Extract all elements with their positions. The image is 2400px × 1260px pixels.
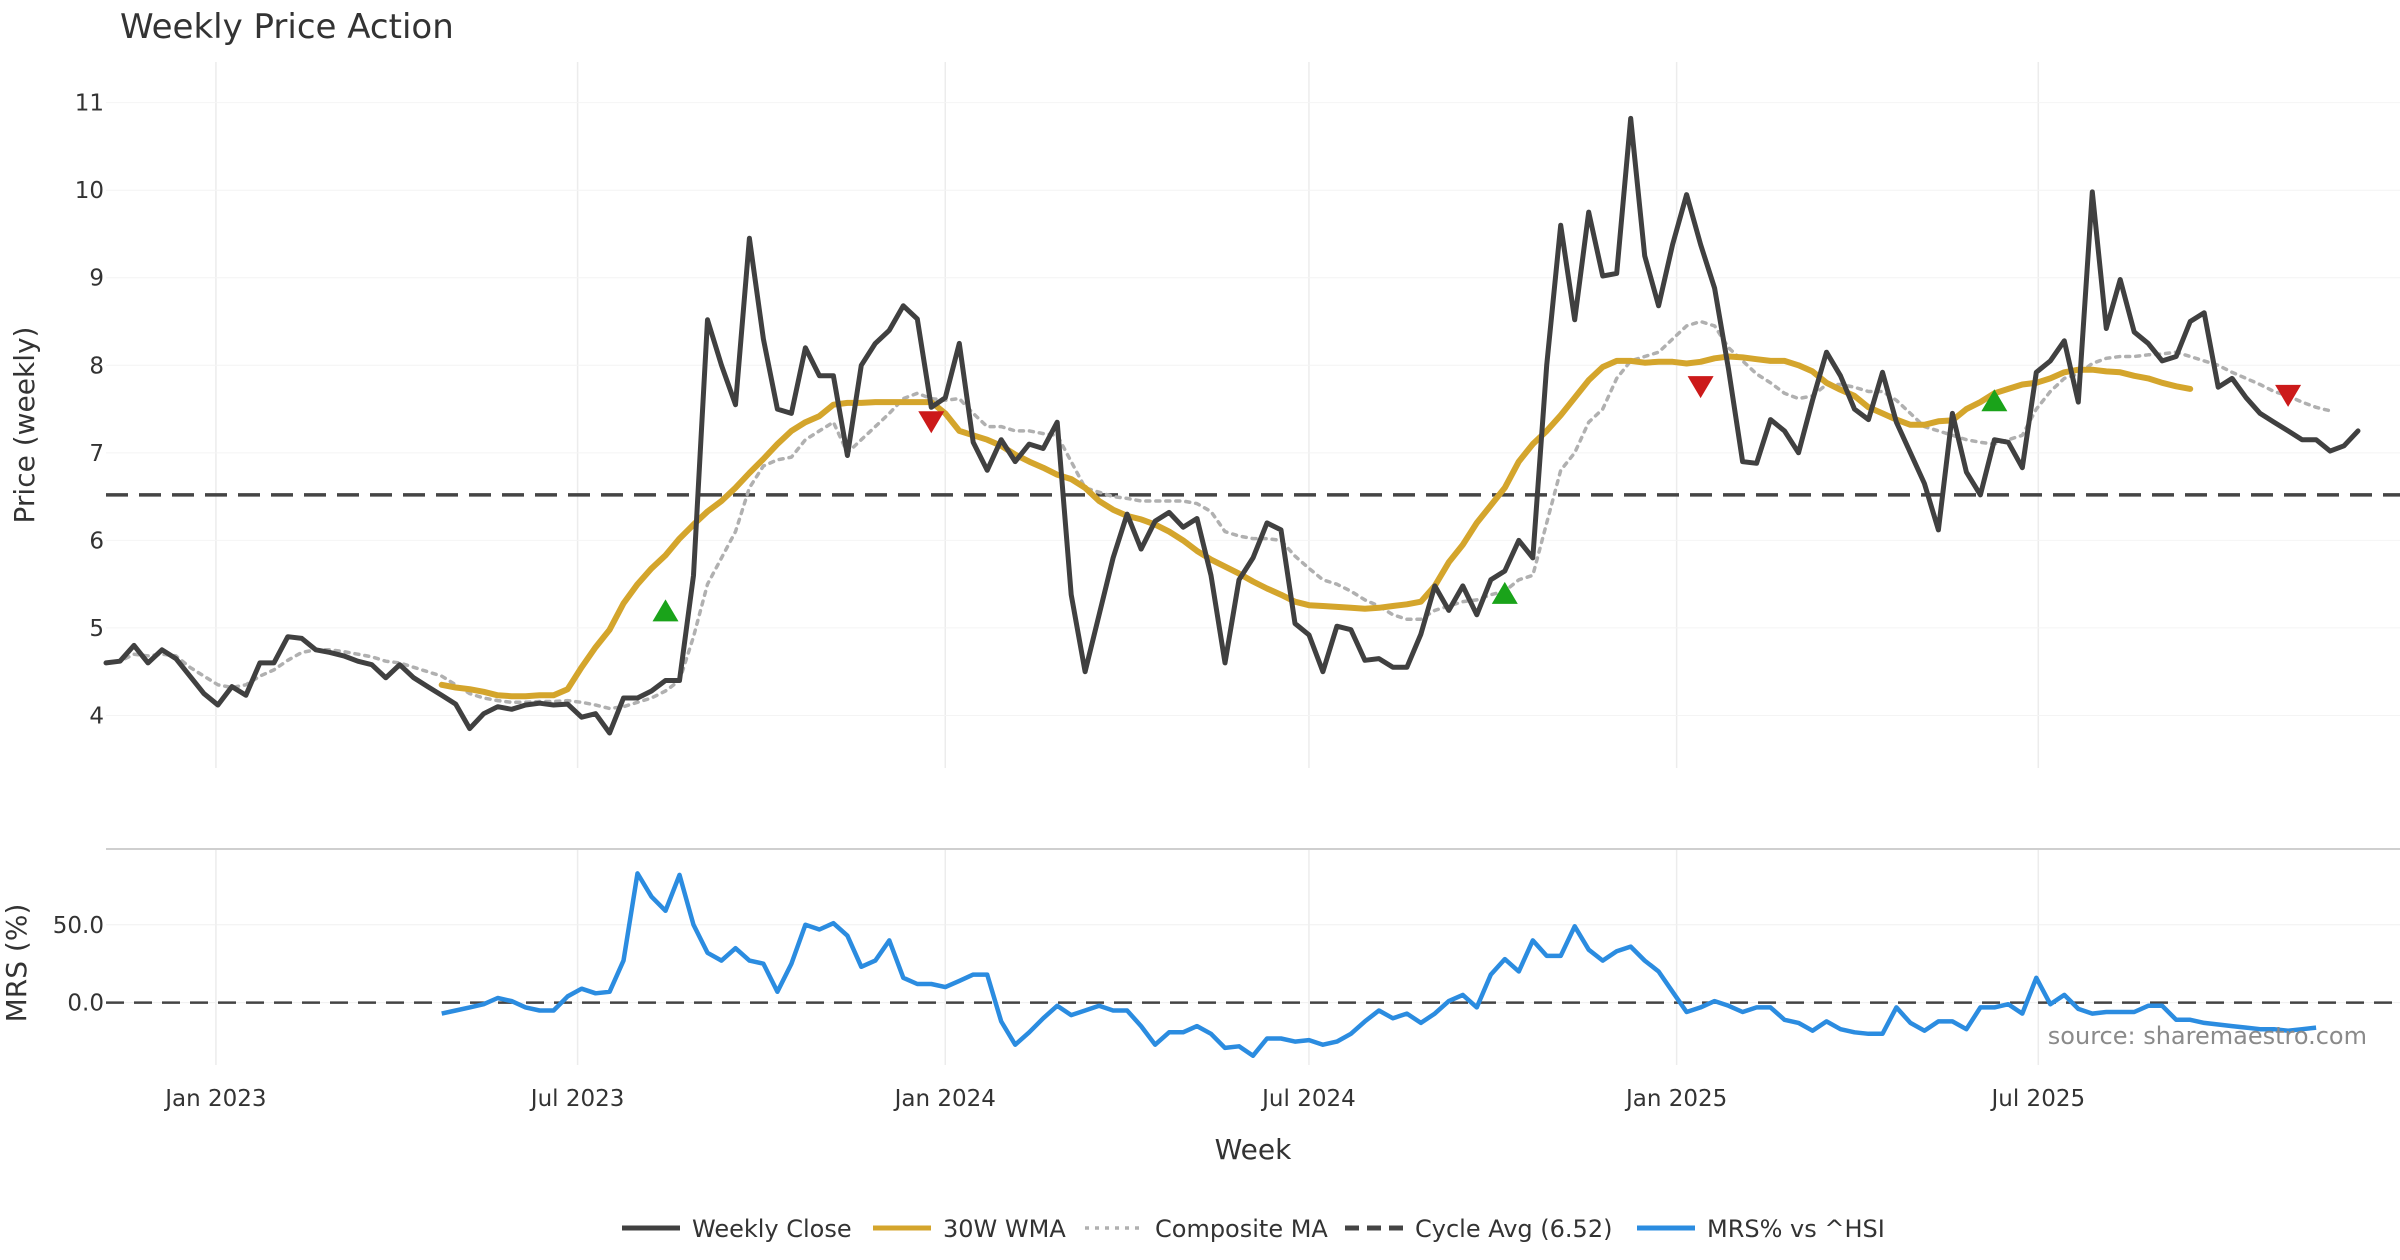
x-tick-label: Jan 2023 — [163, 1086, 266, 1112]
legend-label: Cycle Avg (6.52) — [1415, 1215, 1612, 1243]
price-y-tick-label: 5 — [89, 616, 104, 642]
mrs-y-tick-label: 50.0 — [53, 913, 104, 939]
legend-label: MRS% vs ^HSI — [1707, 1215, 1885, 1243]
price-y-tick-label: 8 — [89, 353, 104, 379]
sell-signal-marker — [918, 411, 945, 434]
price-y-tick-label: 10 — [75, 178, 104, 204]
legend: Weekly Close 30W WMA Composite MA Cycle Avg… — [622, 1215, 1885, 1243]
x-axis-title: Week — [1215, 1133, 1292, 1166]
legend-label: 30W WMA — [943, 1215, 1066, 1243]
mrs-y-tick-label: 0.0 — [67, 991, 104, 1017]
price-y-axis-title: Price (weekly) — [8, 327, 41, 524]
buy-signal-marker — [1981, 389, 2008, 412]
wma-30w-line — [438, 353, 2194, 700]
x-axis-ticks: Jan 2023 Jul 2023 Jan 2024 Jul 2024 Jan 2025… — [163, 1086, 2085, 1112]
signal-markers — [652, 376, 2302, 622]
buy-signal-marker — [1491, 581, 1518, 604]
mrs-series-group — [441, 871, 2317, 1058]
price-y-tick-label: 9 — [89, 266, 104, 292]
buy-signal-marker — [652, 599, 679, 622]
price-y-tick-label: 4 — [89, 703, 104, 729]
mrs-line — [441, 871, 2317, 1058]
price-y-tick-label: 6 — [89, 528, 104, 554]
price-series-group — [103, 115, 2361, 736]
chart-title: Weekly Price Action — [120, 7, 454, 47]
source-watermark: source: sharemaestro.com — [2048, 1022, 2367, 1050]
weekly-close-line — [103, 115, 2361, 736]
x-tick-label: Jul 2024 — [1260, 1086, 1356, 1112]
price-y-tick-label: 11 — [75, 91, 104, 117]
price-panel: 4 5 6 7 8 9 10 11 Price (weekly) — [8, 62, 2400, 768]
price-y-ticks: 4 5 6 7 8 9 10 11 — [75, 91, 104, 730]
x-tick-label: Jan 2024 — [893, 1086, 996, 1112]
legend-label: Composite MA — [1155, 1215, 1328, 1243]
x-tick-label: Jan 2025 — [1624, 1086, 1727, 1112]
price-y-tick-label: 7 — [89, 441, 104, 467]
legend-label: Weekly Close — [692, 1215, 852, 1243]
composite-ma-line — [104, 319, 2332, 711]
x-tick-label: Jul 2025 — [1990, 1086, 2086, 1112]
price-grid — [106, 62, 2400, 768]
sell-signal-marker — [1687, 376, 1714, 399]
mrs-y-axis-title: MRS (%) — [0, 904, 33, 1023]
mrs-y-ticks: 0.0 50.0 — [53, 913, 104, 1017]
sell-signal-marker — [2275, 384, 2302, 407]
mrs-panel: 0.0 50.0 MRS (%) source: sharemaestro.com — [0, 850, 2400, 1065]
x-tick-label: Jul 2023 — [529, 1086, 625, 1112]
